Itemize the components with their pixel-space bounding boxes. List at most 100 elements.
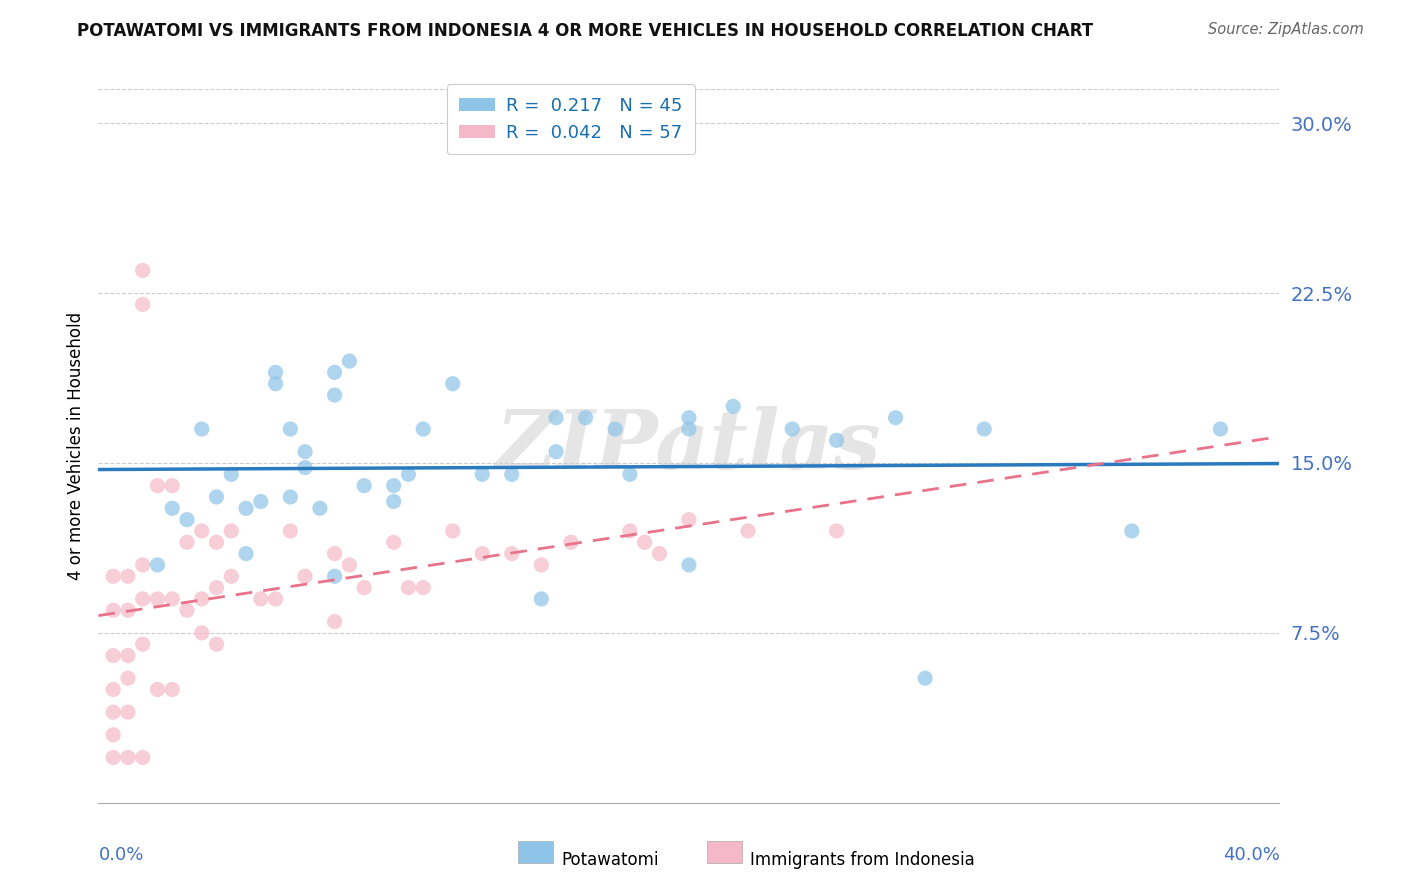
Point (619, 524, 641, 538)
Point (146, 591, 169, 606)
Point (250, 494, 273, 508)
Point (117, 603, 139, 617)
Point (501, 547, 523, 561)
Point (146, 558, 169, 572)
Point (205, 581, 228, 595)
Point (678, 558, 700, 572)
Point (353, 478, 375, 492)
Point (294, 460, 316, 475)
Point (323, 388, 346, 402)
Point (132, 558, 155, 572)
Point (501, 467, 523, 482)
Point (103, 705, 125, 719)
Point (146, 478, 169, 492)
Point (1121, 524, 1143, 538)
Point (191, 591, 214, 606)
Point (575, 410, 598, 425)
Point (103, 750, 125, 764)
Point (382, 535, 405, 549)
Point (782, 422, 804, 436)
Point (323, 569, 346, 583)
Point (648, 547, 671, 561)
Point (264, 376, 287, 391)
Point (441, 524, 464, 538)
Point (412, 422, 434, 436)
Point (323, 547, 346, 561)
Point (398, 581, 420, 595)
Point (162, 682, 183, 697)
Point (412, 581, 434, 595)
Point (294, 444, 316, 458)
Point (825, 524, 848, 538)
Point (235, 547, 257, 561)
Point (103, 569, 125, 583)
Point (103, 682, 125, 697)
Point (162, 501, 183, 516)
Point (191, 422, 214, 436)
Point (221, 524, 243, 538)
Point (825, 434, 848, 448)
Point (398, 467, 420, 482)
Text: 40.0%: 40.0% (1223, 846, 1279, 863)
Point (264, 365, 287, 379)
Point (117, 648, 139, 663)
Point (884, 410, 907, 425)
Point (176, 603, 198, 617)
Point (339, 354, 361, 368)
Point (103, 648, 125, 663)
Point (280, 490, 302, 504)
Point (471, 547, 494, 561)
Point (678, 410, 700, 425)
Text: Immigrants from Indonesia: Immigrants from Indonesia (751, 851, 976, 869)
Point (117, 671, 139, 685)
Point (382, 478, 405, 492)
Text: ZIPatlas: ZIPatlas (496, 406, 882, 486)
Point (280, 524, 302, 538)
Point (619, 467, 641, 482)
Point (471, 467, 494, 482)
Point (117, 750, 139, 764)
Point (117, 705, 139, 719)
Point (221, 569, 243, 583)
Y-axis label: 4 or more Vehicles in Household: 4 or more Vehicles in Household (66, 312, 84, 580)
Point (280, 422, 302, 436)
Point (162, 478, 183, 492)
Point (250, 591, 273, 606)
Point (132, 263, 155, 277)
Point (103, 728, 125, 742)
Point (560, 535, 582, 549)
Point (103, 603, 125, 617)
Point (914, 671, 936, 685)
Point (973, 422, 995, 436)
Point (117, 569, 139, 583)
Point (132, 637, 155, 651)
Point (162, 591, 183, 606)
FancyBboxPatch shape (517, 840, 553, 863)
Legend: R =  0.217   N = 45, R =  0.042   N = 57: R = 0.217 N = 45, R = 0.042 N = 57 (447, 84, 695, 154)
Point (205, 637, 228, 651)
Point (678, 513, 700, 527)
Point (176, 535, 198, 549)
Point (176, 513, 198, 527)
Point (530, 558, 553, 572)
Point (737, 524, 759, 538)
Point (441, 376, 464, 391)
Point (546, 410, 568, 425)
Point (323, 615, 346, 629)
Point (634, 535, 657, 549)
Point (221, 467, 243, 482)
Point (382, 494, 405, 508)
Point (132, 591, 155, 606)
Point (294, 569, 316, 583)
FancyBboxPatch shape (707, 840, 742, 863)
Point (323, 365, 346, 379)
Point (353, 581, 375, 595)
Text: POTAWATOMI VS IMMIGRANTS FROM INDONESIA 4 OR MORE VEHICLES IN HOUSEHOLD CORRELAT: POTAWATOMI VS IMMIGRANTS FROM INDONESIA … (77, 22, 1094, 40)
Point (205, 535, 228, 549)
Point (146, 682, 169, 697)
Point (132, 297, 155, 311)
Point (1209, 422, 1232, 436)
Point (132, 750, 155, 764)
Point (678, 422, 700, 436)
Point (605, 422, 627, 436)
